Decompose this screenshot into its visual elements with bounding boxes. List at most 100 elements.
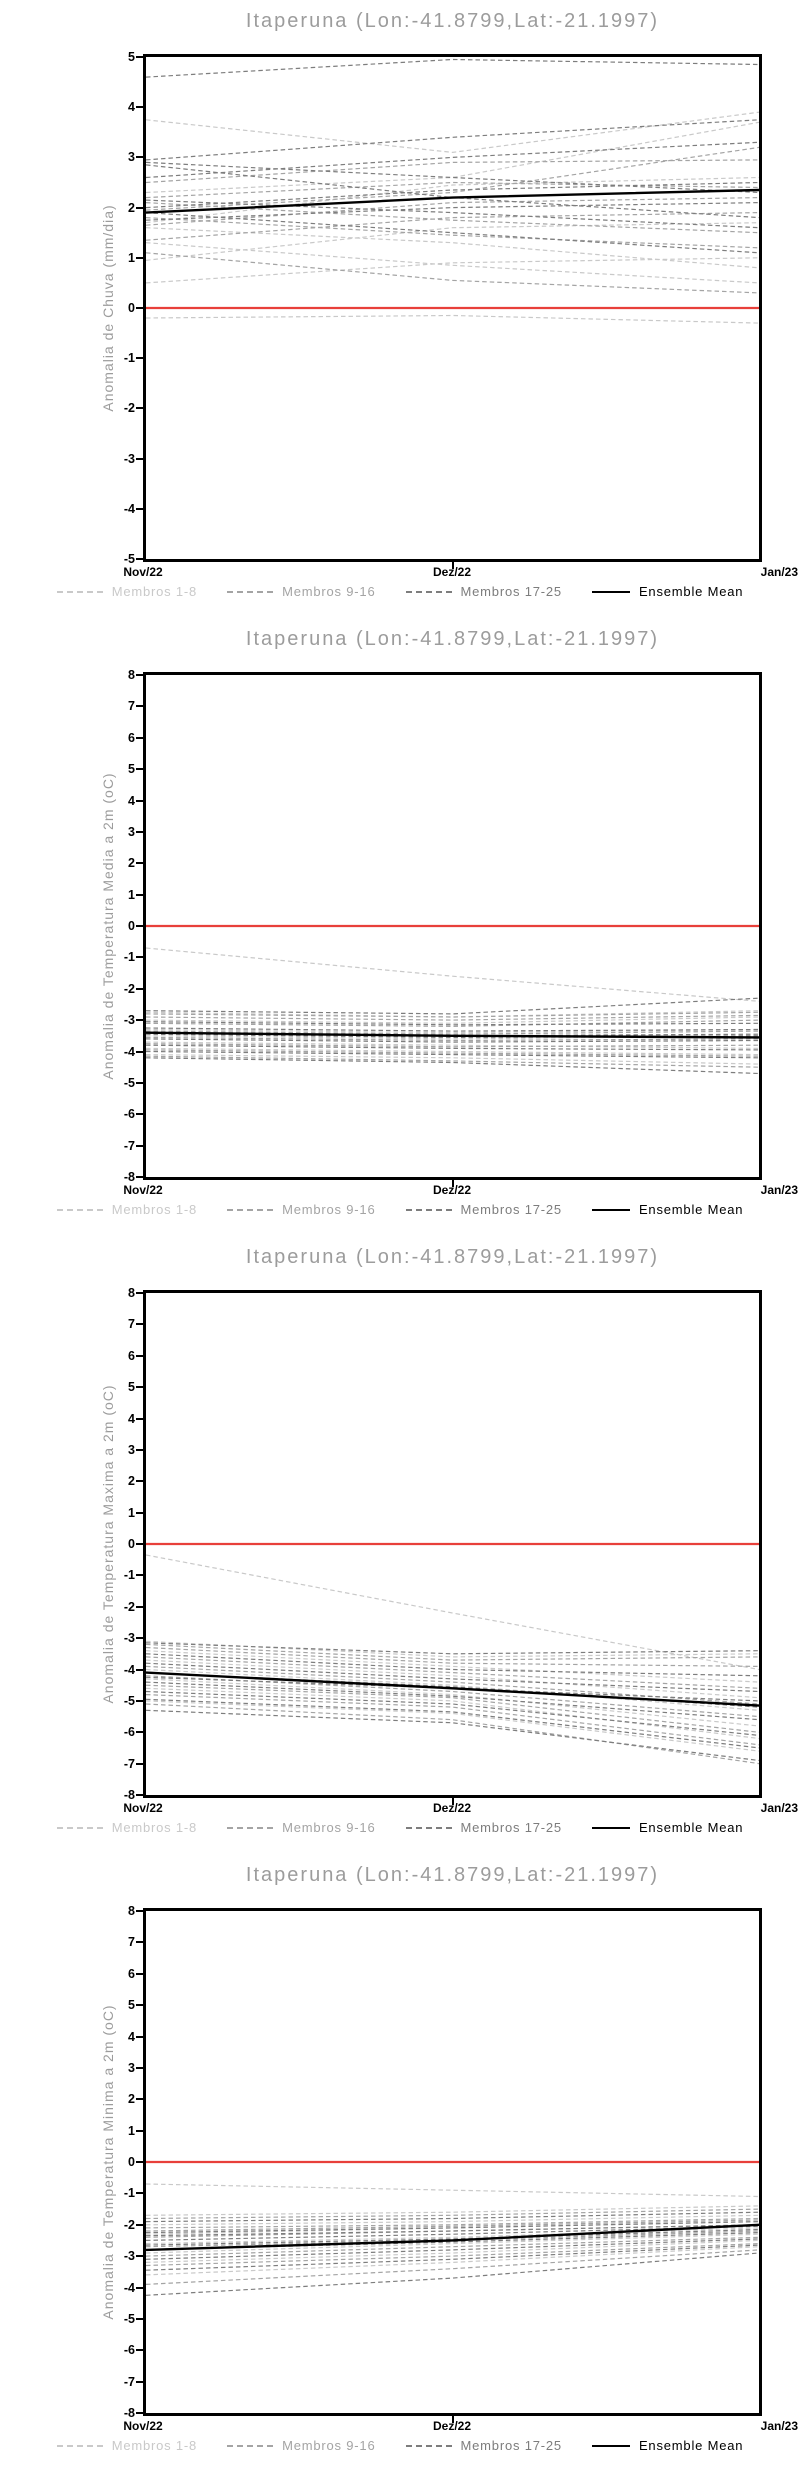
member-line	[146, 141, 759, 179]
y-tick-label: -8	[123, 1170, 135, 1184]
legend-item: Membros 9-16	[227, 1202, 375, 1217]
y-tick-mark	[136, 457, 143, 460]
legend-dashed-line-sample	[227, 1826, 274, 1829]
legend: Membros 1-8 Membros 9-16 Membros 17-25 Ense…	[0, 2438, 800, 2453]
member-line	[146, 2239, 759, 2263]
member-line	[146, 181, 759, 209]
y-tick-mark	[136, 2161, 143, 2163]
x-axis-label: Dez/22	[432, 2419, 472, 2433]
y-tick-label: 8	[128, 1286, 135, 1300]
member-line	[146, 212, 759, 254]
y-tick-label: -3	[123, 2249, 135, 2264]
ensemble-lines-svg	[146, 924, 759, 1075]
legend-dashed-line-sample	[56, 590, 103, 593]
y-tick-mark	[136, 1354, 143, 1357]
chart-title: Itaperuna (Lon:-41.8799,Lat:-21.1997)	[245, 1864, 660, 1886]
legend: Membros 1-8 Membros 9-16 Membros 17-25 Ense…	[0, 584, 800, 599]
ensemble-lines-svg	[146, 58, 759, 324]
y-tick-label: -2	[123, 401, 135, 416]
legend-item: Membros 17-25	[405, 2438, 562, 2453]
legend-dashed-line-sample	[227, 2444, 274, 2447]
legend-dashed-line-sample	[405, 1826, 452, 1829]
y-tick-label: 2	[128, 2092, 135, 2107]
chart-block-tmean-anomaly: Itaperuna (Lon:-41.8799,Lat:-21.1997) An…	[0, 618, 800, 1236]
plot-area: 5 4 3 2 1 0 -1 -2 -3 -4 -5	[124, 50, 762, 569]
member-line	[146, 314, 759, 324]
y-tick-label: -5	[123, 1693, 135, 1708]
y-tick-label: -1	[123, 1568, 135, 1583]
ensemble-lines-svg	[146, 2160, 759, 2296]
y-tick-label: 7	[128, 1317, 135, 1332]
member-line	[146, 1675, 759, 1718]
y-tick-label: 8	[128, 1904, 135, 1918]
member-line	[146, 1681, 759, 1721]
y-tick-label: -4	[123, 1662, 135, 1677]
y-tick-label: 5	[128, 1998, 135, 2013]
legend-item: Membros 1-8	[56, 2438, 197, 2453]
x-tick-mark	[451, 562, 454, 569]
member-line	[146, 1041, 759, 1049]
legend-item: Membros 1-8	[56, 1820, 197, 1835]
y-tick-label: 4	[128, 1411, 135, 1426]
y-tick-mark	[136, 1144, 143, 1147]
y-tick-mark	[136, 2286, 143, 2289]
legend-item: Membros 1-8	[56, 584, 197, 599]
member-line	[146, 212, 759, 241]
y-tick-label: 5	[128, 1380, 135, 1395]
member-line	[146, 1049, 759, 1057]
member-line	[146, 1656, 759, 1689]
y-tick-label: 2	[128, 200, 135, 215]
y-tick-mark	[136, 862, 143, 865]
y-tick-mark	[136, 1386, 143, 1389]
x-axis-label: Nov/22	[123, 565, 163, 579]
x-axis-label: Nov/22	[123, 1183, 163, 1197]
member-line	[146, 176, 759, 224]
legend-solid-line-sample	[591, 590, 630, 593]
y-tick-label: -5	[123, 1075, 135, 1090]
y-tick-mark	[136, 1543, 143, 1545]
member-line	[146, 2208, 759, 2220]
member-line	[146, 1700, 759, 1752]
ensemble-mean-line	[146, 2223, 759, 2252]
y-tick-mark	[136, 256, 143, 259]
y-tick-label: 1	[128, 887, 135, 902]
x-tick-mark	[451, 2416, 454, 2423]
legend-item: Membros 17-25	[405, 584, 562, 599]
y-tick-label: -8	[123, 1788, 135, 1802]
legend-dashed-line-sample	[56, 1208, 103, 1211]
y-tick-mark	[136, 407, 143, 410]
y-tick-label: 1	[128, 250, 135, 265]
member-line	[146, 997, 759, 1015]
y-tick-label: -5	[123, 552, 135, 566]
member-line	[146, 1044, 759, 1051]
y-tick-mark	[136, 1448, 143, 1451]
y-tick-mark	[136, 2223, 143, 2226]
member-line	[146, 58, 759, 78]
y-tick-label: 6	[128, 730, 135, 745]
member-line	[146, 2244, 759, 2271]
y-tick-mark	[136, 1794, 143, 1796]
y-tick-mark	[136, 736, 143, 739]
legend-item: Ensemble Mean	[591, 2438, 743, 2453]
chart-title: Itaperuna (Lon:-41.8799,Lat:-21.1997)	[245, 628, 660, 650]
y-tick-mark	[136, 2066, 143, 2069]
member-line	[146, 1554, 759, 1671]
y-tick-label: -4	[123, 501, 135, 516]
legend-label: Ensemble Mean	[638, 584, 744, 599]
legend-dashed-line-sample	[405, 2444, 452, 2447]
legend-item: Ensemble Mean	[591, 1820, 743, 1835]
member-line	[146, 1678, 759, 1727]
y-tick-label: -4	[123, 1044, 135, 1059]
legend-item: Membros 17-25	[405, 1820, 562, 1835]
y-tick-mark	[136, 357, 143, 360]
y-tick-label: -3	[123, 451, 135, 466]
y-tick-mark	[136, 1574, 143, 1577]
legend-item: Membros 9-16	[227, 584, 375, 599]
member-line	[146, 1662, 759, 1693]
legend-dashed-line-sample	[227, 1208, 274, 1211]
y-tick-label: -4	[123, 2280, 135, 2295]
member-line	[146, 1016, 759, 1024]
member-line	[146, 2217, 759, 2229]
y-tick-label: -2	[123, 2217, 135, 2232]
member-line	[146, 2246, 759, 2276]
